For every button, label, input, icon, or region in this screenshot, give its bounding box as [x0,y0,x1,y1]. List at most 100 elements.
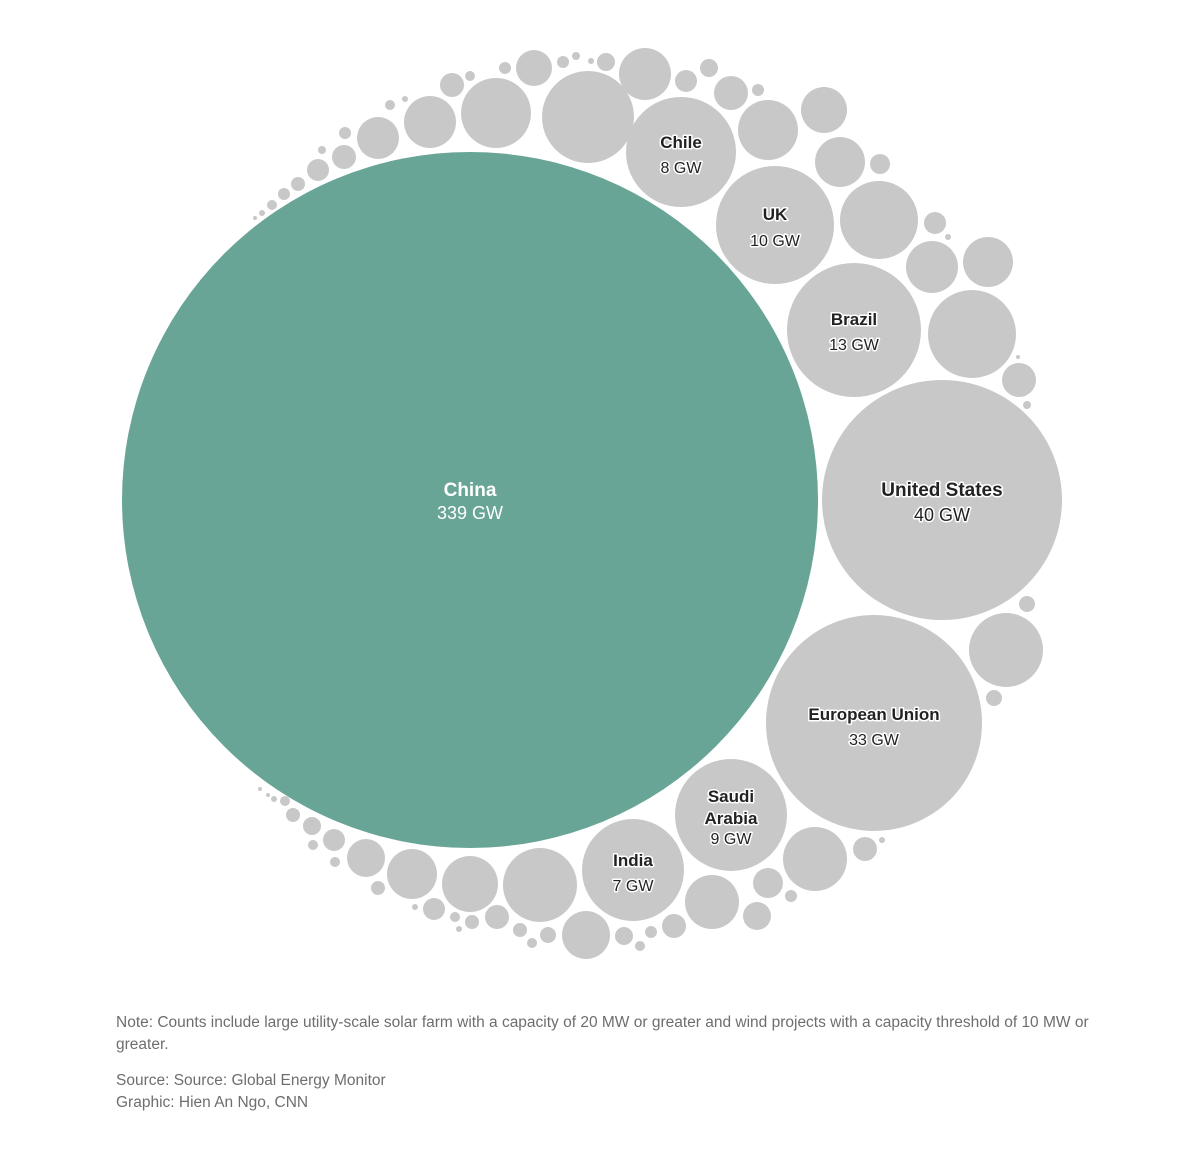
other-country-bubble [280,796,290,806]
other-country-bubble [412,904,418,910]
other-country-bubble [870,154,890,174]
other-country-bubble [572,52,580,60]
other-country-bubble [783,827,847,891]
other-country-bubble [307,159,329,181]
other-country-bubble [461,78,531,148]
other-country-bubble [253,216,257,220]
other-country-bubble [906,241,958,293]
bubble-value-saudi-arabia: 9 GW [711,831,753,848]
bubble-label-european-union: European Union [808,705,939,724]
other-country-bubble [339,127,351,139]
other-country-bubble [752,84,764,96]
other-country-bubble [542,71,634,163]
other-country-bubble [969,613,1043,687]
other-country-bubble [442,856,498,912]
bubble-value-chile: 8 GW [661,160,703,177]
bubble-value-brazil: 13 GW [829,337,880,354]
other-country-bubble [557,56,569,68]
other-country-bubble [385,100,395,110]
bubble-chile [626,97,736,207]
other-country-bubble [963,237,1013,287]
other-country-bubble [332,145,356,169]
other-country-bubble [753,868,783,898]
other-country-bubble [615,927,633,945]
other-country-bubble [840,181,918,259]
bubble-label-chile: Chile [660,133,702,152]
source-text: Source: Source: Global Energy Monitor [116,1072,386,1089]
other-country-bubble [357,117,399,159]
other-country-bubble [485,905,509,929]
other-country-bubble [1019,596,1035,612]
other-country-bubble [738,100,798,160]
other-country-bubble [387,849,437,899]
other-country-bubble [635,941,645,951]
chart-notes: Note: Counts include large utility-scale… [116,1012,1096,1114]
other-country-bubble [714,76,748,110]
other-country-bubble [465,71,475,81]
other-country-bubble [562,911,610,959]
other-country-bubble [278,188,290,200]
other-country-bubble [330,857,340,867]
other-country-bubble [516,50,552,86]
other-country-bubble [371,881,385,895]
bubble-label-india: India [613,851,653,870]
other-country-bubble [308,840,318,850]
other-country-bubble [404,96,456,148]
other-country-bubble [685,875,739,929]
bubble-european-union [766,615,982,831]
other-country-bubble [318,146,326,154]
other-country-bubble [853,837,877,861]
other-country-bubble [645,926,657,938]
other-country-bubble [540,927,556,943]
bubble-label-united-states: United States [881,480,1002,501]
other-country-bubble [785,890,797,902]
bubble-label-uk: UK [763,205,788,224]
other-country-bubble [597,53,615,71]
other-country-bubble [423,898,445,920]
other-country-bubble [266,793,270,797]
bubble-value-european-union: 33 GW [849,732,900,749]
bubble-united-states [822,380,1062,620]
bubble-brazil [787,263,921,397]
other-country-bubble [945,234,951,240]
other-country-bubble [267,200,277,210]
other-country-bubble [402,96,408,102]
other-country-bubble [675,70,697,92]
other-country-bubble [286,808,300,822]
bubble-value-china: 339 GW [437,503,503,523]
note-text: Note: Counts include large utility-scale… [116,1014,1089,1053]
other-country-bubble [503,848,577,922]
other-country-bubble [323,829,345,851]
bubble-value-india: 7 GW [613,878,655,895]
other-country-bubble [271,796,277,802]
bubble-china [122,152,818,848]
other-country-bubble [700,59,718,77]
bubble-label-brazil: Brazil [831,310,877,329]
other-country-bubble [662,914,686,938]
other-country-bubble [513,923,527,937]
other-country-bubble [456,926,462,932]
other-country-bubble [450,912,460,922]
other-country-bubble [743,902,771,930]
bubble-saudi-arabia [675,759,787,871]
other-country-bubble [815,137,865,187]
other-country-bubble [259,210,265,216]
bubble-value-united-states: 40 GW [914,505,970,525]
bubble-india [582,819,684,921]
other-country-bubble [928,290,1016,378]
other-country-bubble [440,73,464,97]
other-country-bubble [924,212,946,234]
other-country-bubble [588,58,594,64]
other-country-bubble [986,690,1002,706]
other-country-bubble [879,837,885,843]
other-country-bubble [1016,355,1020,359]
other-country-bubble [465,915,479,929]
other-country-bubble [291,177,305,191]
other-country-bubble [801,87,847,133]
other-country-bubble [303,817,321,835]
other-country-bubble [1002,363,1036,397]
bubble-uk [716,166,834,284]
other-country-bubble [527,938,537,948]
other-country-bubble [619,48,671,100]
